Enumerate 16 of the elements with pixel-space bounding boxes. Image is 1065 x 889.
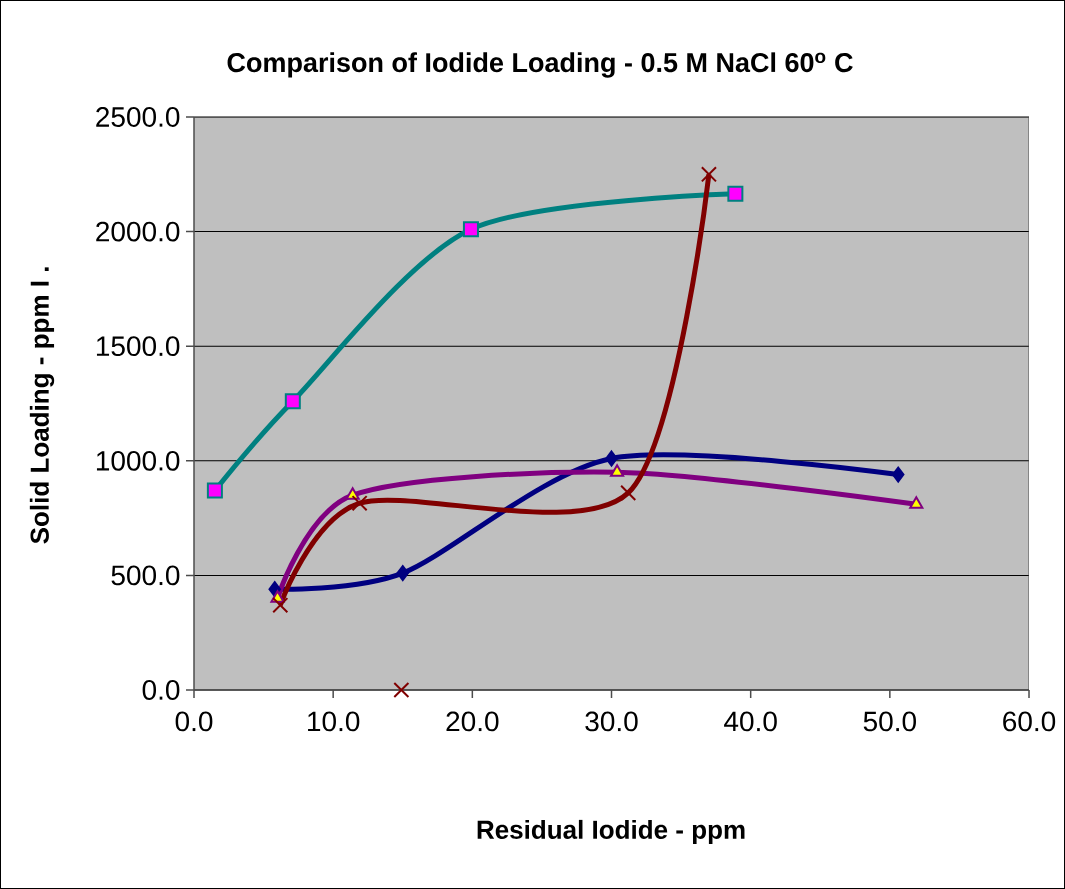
x-axis-title: Residual Iodide - ppm: [477, 819, 745, 845]
x-tick-label: 30.0: [585, 711, 638, 732]
x-tick-label: 60.0: [1003, 711, 1056, 732]
x-tick-label: 0.0: [175, 711, 213, 732]
chart-title: Comparison of Iodide Loading - 0.5 M NaCl 60$^{o}$ C: [227, 52, 853, 78]
y-tick-label: 0.0: [142, 680, 180, 700]
x-tick-label: 50.0: [863, 711, 916, 732]
y-tick-label: 2000.0: [96, 221, 180, 242]
y-tick-label: 1000.0: [96, 450, 180, 471]
x-tick-label: 20.0: [446, 711, 499, 732]
y-tick-label: 500.0: [111, 565, 180, 586]
y-tick-label: 2500.0: [96, 107, 180, 127]
x-tick-label: 40.0: [724, 711, 777, 732]
x-tick-label: 10.0: [308, 711, 360, 732]
y-axis-title: Solid Loading - ppm I .: [29, 267, 55, 544]
y-tick-label: 1500.0: [96, 336, 180, 357]
